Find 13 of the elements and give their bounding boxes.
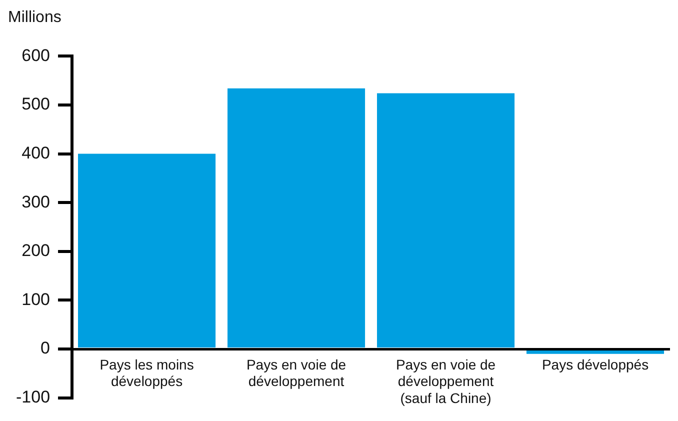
y-axis-title: Millions [8, 8, 62, 28]
y-tick-label: 400 [22, 143, 50, 162]
y-tick-label: 100 [22, 290, 50, 309]
x-tick-label: Pays en voie de développement (sauf la Chine) [396, 356, 496, 406]
y-tick-label: 600 [22, 46, 50, 65]
x-tick-label: Pays les moins développés [100, 356, 194, 390]
x-tick-label: Pays développés [542, 356, 649, 372]
y-tick-label: 0 [40, 338, 50, 358]
y-tick-label: 300 [22, 192, 50, 212]
y-tick-label: 200 [22, 241, 50, 260]
x-tick-label: Pays en voie de développement [246, 356, 346, 390]
y-tick-label: -100 [16, 387, 50, 406]
y-tick-label: 500 [22, 94, 50, 114]
